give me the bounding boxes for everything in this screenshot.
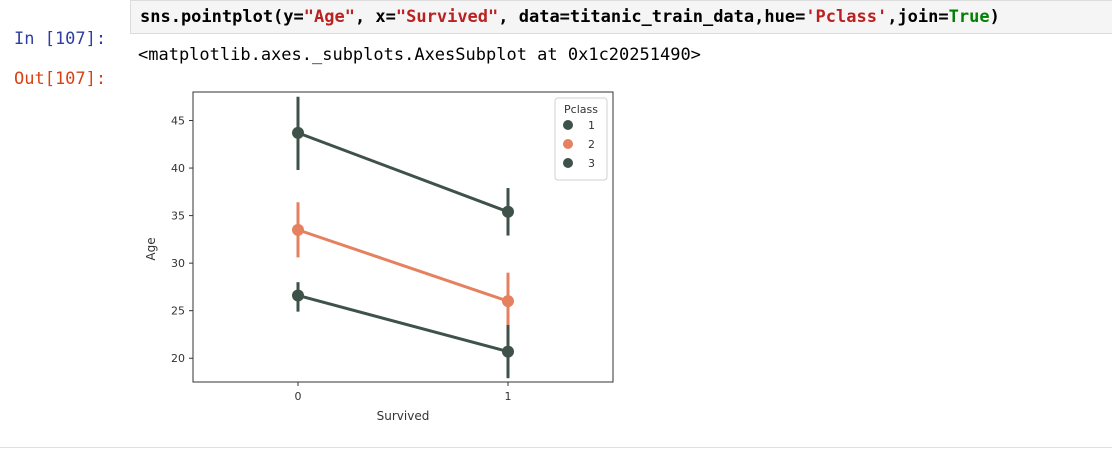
- legend-marker-pclass-2: [563, 139, 573, 149]
- code-token: , x=: [354, 7, 396, 27]
- legend-title: Pclass: [564, 103, 598, 116]
- chart-container: 20 25 30 35 40 45 0 1 Survived Age Pclass 1 2 3: [130, 84, 650, 434]
- x-tick-label: 1: [505, 390, 512, 403]
- code-token: ,join=: [887, 7, 949, 27]
- y-tick-label: 45: [171, 115, 185, 128]
- code-text: sns.pointplot(y="Age", x="Survived", dat…: [140, 5, 1000, 29]
- code-token: ): [989, 7, 1000, 27]
- legend-marker-pclass-3: [563, 158, 573, 168]
- data-point-pclass-2: [502, 295, 514, 308]
- legend-label: 2: [588, 138, 595, 151]
- y-tick-label: 30: [171, 257, 185, 270]
- data-point-pclass-1: [502, 205, 514, 218]
- pointplot-chart: 20 25 30 35 40 45 0 1 Survived Age Pclass 1 2 3: [144, 91, 614, 423]
- plot-area: [192, 91, 614, 383]
- code-cell[interactable]: sns.pointplot(y="Age", x="Survived", dat…: [130, 0, 1112, 34]
- legend-label: 1: [588, 119, 595, 132]
- data-point-pclass-3: [292, 289, 304, 302]
- legend-marker-pclass-1: [563, 120, 573, 130]
- code-token: sns.pointplot(y=: [140, 7, 304, 27]
- x-axis-label: Survived: [377, 409, 430, 423]
- legend-label: 3: [588, 157, 595, 170]
- code-token: True: [948, 7, 990, 27]
- input-prompt: In [107]:: [14, 29, 107, 49]
- code-token: 'Pclass': [805, 7, 888, 27]
- series-line-pclass-2: [297, 228, 509, 303]
- input-row: In [107]: sns.pointplot(y="Age", x="Surv…: [0, 0, 1112, 75]
- y-tick-label: 35: [171, 210, 185, 223]
- y-axis-label: Age: [144, 237, 158, 260]
- data-point-pclass-1: [292, 126, 304, 139]
- y-tick-label: 25: [171, 305, 185, 318]
- code-token: "Age": [303, 7, 355, 27]
- output-row: Out[107]: <matplotlib.axes._subplots.Axe…: [0, 43, 701, 115]
- y-tick-label: 20: [171, 352, 185, 365]
- y-tick-label: 40: [171, 162, 185, 175]
- code-token: , data=titanic_train_data,hue=: [498, 7, 806, 27]
- cell-divider: [0, 447, 1112, 448]
- output-prompt: Out[107]:: [14, 69, 107, 89]
- code-token: "Survived": [395, 7, 499, 27]
- series-line-pclass-3: [297, 294, 509, 354]
- data-point-pclass-3: [502, 345, 514, 358]
- series-line-pclass-1: [297, 131, 509, 214]
- output-text: <matplotlib.axes._subplots.AxesSubplot a…: [138, 45, 701, 65]
- x-tick-label: 0: [295, 390, 302, 403]
- data-point-pclass-2: [292, 223, 304, 236]
